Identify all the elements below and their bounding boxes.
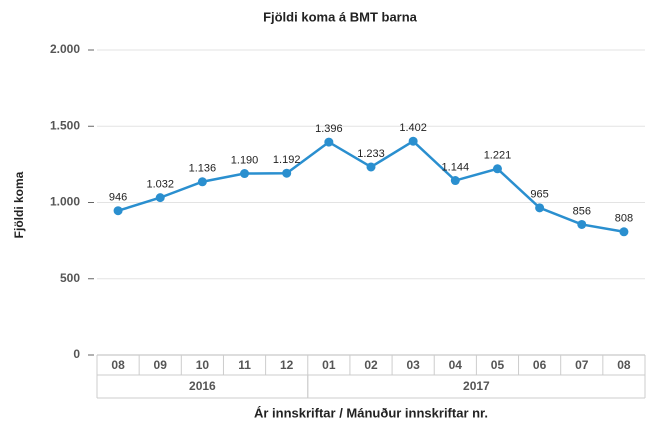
data-label: 1.136 [189,163,217,175]
x-tick-label: 10 [196,358,210,372]
data-label: 808 [615,213,633,225]
x-tick-label: 12 [280,358,294,372]
y-axis-label: Fjöldi koma [12,171,26,238]
data-label: 1.221 [484,150,512,162]
point [324,137,334,147]
data-label: 1.190 [231,154,259,166]
x-tick-label: 02 [364,358,378,372]
point [450,176,460,186]
group-label: 2017 [463,379,490,393]
point [155,193,165,203]
data-label: 1.402 [399,122,427,134]
data-label: 965 [530,189,548,201]
x-tick-label: 07 [575,358,589,372]
group-label: 2016 [189,379,216,393]
x-tick-label: 09 [154,358,168,372]
y-tick-label: 2.000 [50,42,80,56]
x-axis-label: Ár innskriftar / Mánuður innskriftar nr. [254,405,488,420]
data-label: 946 [109,192,127,204]
y-tick-label: 0 [73,347,80,361]
point [240,169,250,179]
point [492,164,502,174]
data-label: 856 [573,205,591,217]
y-tick-label: 500 [60,271,80,285]
data-label: 1.032 [146,179,174,191]
point [113,206,123,216]
point [197,177,207,187]
x-tick-label: 04 [449,358,463,372]
data-label: 1.192 [273,154,301,166]
point [282,168,292,178]
y-tick-label: 1.500 [50,118,80,132]
point [366,162,376,172]
x-tick-label: 06 [533,358,547,372]
point [408,136,418,146]
x-tick-label: 11 [238,358,251,372]
data-label: 1.396 [315,123,343,135]
x-tick-label: 05 [491,358,505,372]
data-label: 1.233 [357,148,385,160]
x-tick-label: 08 [617,358,631,372]
y-tick-label: 1.000 [50,195,80,209]
point [535,203,545,213]
chart-title: Fjöldi koma á BMT barna [263,9,418,24]
x-tick-label: 08 [111,358,125,372]
x-tick-label: 03 [406,358,420,372]
point [619,227,629,237]
point [577,219,587,229]
data-label: 1.144 [442,161,470,173]
x-tick-label: 01 [322,358,336,372]
